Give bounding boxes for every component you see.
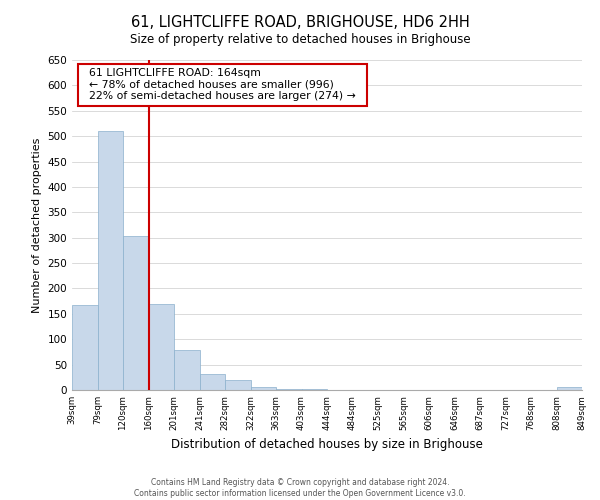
Bar xyxy=(72,304,97,390)
Y-axis label: Number of detached properties: Number of detached properties xyxy=(32,138,42,312)
Text: Contains HM Land Registry data © Crown copyright and database right 2024.
Contai: Contains HM Land Registry data © Crown c… xyxy=(134,478,466,498)
Bar xyxy=(174,350,199,390)
X-axis label: Distribution of detached houses by size in Brighouse: Distribution of detached houses by size … xyxy=(171,438,483,451)
Bar xyxy=(225,380,251,390)
Bar xyxy=(199,374,225,390)
Bar xyxy=(97,131,123,390)
Text: Size of property relative to detached houses in Brighouse: Size of property relative to detached ho… xyxy=(130,32,470,46)
Bar xyxy=(251,388,276,390)
Text: 61, LIGHTCLIFFE ROAD, BRIGHOUSE, HD6 2HH: 61, LIGHTCLIFFE ROAD, BRIGHOUSE, HD6 2HH xyxy=(131,15,469,30)
Bar xyxy=(276,389,302,390)
Bar xyxy=(123,236,149,390)
Text: 61 LIGHTCLIFFE ROAD: 164sqm
  ← 78% of detached houses are smaller (996)
  22% o: 61 LIGHTCLIFFE ROAD: 164sqm ← 78% of det… xyxy=(82,68,363,102)
Bar xyxy=(149,304,174,390)
Bar xyxy=(557,388,582,390)
